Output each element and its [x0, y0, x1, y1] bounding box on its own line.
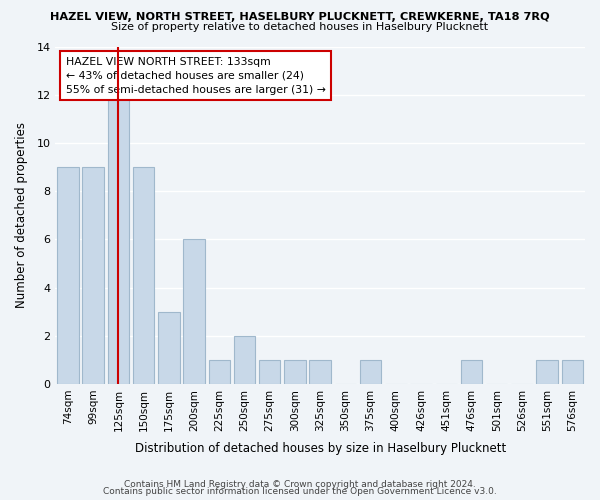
Text: Size of property relative to detached houses in Haselbury Plucknett: Size of property relative to detached ho… [112, 22, 488, 32]
Text: HAZEL VIEW NORTH STREET: 133sqm
← 43% of detached houses are smaller (24)
55% of: HAZEL VIEW NORTH STREET: 133sqm ← 43% of… [66, 56, 326, 94]
Bar [536, 360, 558, 384]
Bar [234, 336, 255, 384]
Bar [82, 167, 104, 384]
Text: Contains HM Land Registry data © Crown copyright and database right 2024.: Contains HM Land Registry data © Crown c… [124, 480, 476, 489]
Bar [107, 94, 129, 384]
Bar [133, 167, 154, 384]
Bar [184, 240, 205, 384]
Bar [209, 360, 230, 384]
Bar [259, 360, 280, 384]
Text: HAZEL VIEW, NORTH STREET, HASELBURY PLUCKNETT, CREWKERNE, TA18 7RQ: HAZEL VIEW, NORTH STREET, HASELBURY PLUC… [50, 12, 550, 22]
X-axis label: Distribution of detached houses by size in Haselbury Plucknett: Distribution of detached houses by size … [134, 442, 506, 455]
Text: Contains public sector information licensed under the Open Government Licence v3: Contains public sector information licen… [103, 487, 497, 496]
Bar [562, 360, 583, 384]
Bar [57, 167, 79, 384]
Bar [461, 360, 482, 384]
Bar [360, 360, 382, 384]
Y-axis label: Number of detached properties: Number of detached properties [15, 122, 28, 308]
Bar [158, 312, 179, 384]
Bar [284, 360, 305, 384]
Bar [310, 360, 331, 384]
